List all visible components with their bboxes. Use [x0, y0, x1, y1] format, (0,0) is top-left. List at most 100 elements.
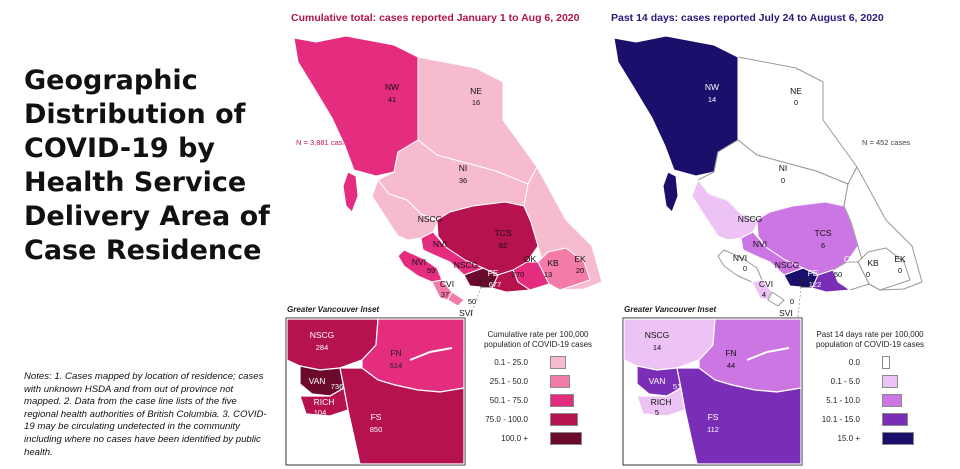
region-code: EK	[574, 254, 586, 264]
recent-region-labels: NW 14 NE 0 NI 0 NSCG TCS 6 NVI NVI 0 NSC…	[705, 82, 906, 318]
region-count: 4	[762, 290, 766, 299]
title-line: Delivery Area of	[24, 201, 270, 232]
notes-text: Notes: 1. Cases mapped by location of re…	[24, 371, 267, 458]
legend-label: 0.1 - 5.0	[830, 377, 860, 386]
inset-code: RICH	[651, 397, 672, 407]
region-coastal-rest	[420, 231, 484, 276]
region-count: 82	[499, 241, 507, 250]
inset-fs	[676, 367, 802, 465]
legend-label: 25.1 - 50.0	[489, 377, 528, 386]
cumulative-legend: Cumulative rate per 100,000 population o…	[478, 330, 598, 450]
legend-swatch	[550, 413, 578, 426]
cumulative-inset-leader	[469, 286, 482, 318]
legend-label: 0.1 - 25.0	[494, 358, 528, 367]
cumulative-case-count: N = 3,881 cases	[296, 138, 351, 147]
inset-water	[624, 384, 697, 464]
region-count: 6	[821, 241, 825, 250]
region-code: NVI	[433, 239, 447, 249]
region-code: TCS	[815, 228, 832, 238]
recent-legend: Past 14 days rate per 100,000 population…	[810, 330, 930, 450]
inset-count: 104	[314, 408, 327, 417]
region-code: KB	[547, 258, 559, 268]
region-count: 0	[790, 297, 794, 306]
inset-count: 5	[655, 408, 659, 417]
region-count: 677	[489, 280, 502, 289]
region-code: CVI	[440, 279, 454, 289]
legend-swatch	[550, 432, 582, 445]
inset-code: NSCG	[645, 330, 670, 340]
recent-map-title: Past 14 days: cases reported July 24 to …	[611, 12, 884, 24]
legend-label: 100.0 +	[501, 434, 528, 443]
region-code: NSCG	[775, 260, 800, 270]
region-count: 0	[794, 98, 798, 107]
region-code: NW	[385, 82, 399, 92]
legend-item: 10.1 - 15.0	[810, 412, 930, 431]
title-line: Health Service	[24, 167, 247, 198]
region-haida-gwaii	[662, 171, 679, 213]
legend-swatch	[882, 413, 908, 426]
region-haida-gwaii	[342, 171, 359, 213]
region-code: NI	[459, 163, 468, 173]
legend-swatch	[882, 356, 890, 369]
region-count: 122	[809, 280, 822, 289]
legend-item: 0.0	[810, 355, 930, 374]
inset-count: 850	[370, 425, 383, 434]
recent-inset-labels: NSCG 14 FN 44 VAN 51 RICH 5 FS 112	[645, 330, 737, 434]
region-code: NVI	[753, 239, 767, 249]
region-count: 59	[427, 266, 435, 275]
legend-item: 0.1 - 25.0	[478, 355, 598, 374]
region-code: NSCG	[454, 260, 479, 270]
inset-count: 14	[653, 343, 661, 352]
region-count: 20	[576, 266, 584, 275]
inset-code: FN	[725, 348, 736, 358]
legend-item: 15.0 +	[810, 431, 930, 450]
region-code: OK	[524, 254, 537, 264]
legend-label: 5.1 - 10.0	[826, 396, 860, 405]
region-code: KB	[867, 258, 879, 268]
legend-title: Cumulative rate per 100,000 population o…	[483, 330, 593, 349]
inset-fs	[339, 367, 465, 465]
inset-code: FS	[708, 412, 719, 422]
region-coastal-rest	[740, 231, 804, 276]
region-count: 0	[866, 270, 870, 279]
title-line: Geographic	[24, 65, 198, 96]
cumulative-inset-labels: NSCG 284 FN 514 VAN 736 RICH 104 FS 850	[309, 330, 403, 434]
cumulative-inset-caption: Greater Vancouver Inset	[287, 305, 380, 314]
region-code: OK	[844, 254, 857, 264]
region-code: NE	[790, 86, 802, 96]
region-count: 14	[708, 95, 716, 104]
cumulative-bc-map	[293, 35, 603, 307]
region-code: NW	[705, 82, 719, 92]
region-code: SVI	[459, 308, 473, 318]
legend-swatch	[550, 375, 570, 388]
inset-code: FN	[390, 348, 401, 358]
region-code: NVI	[412, 257, 426, 267]
inset-code: VAN	[649, 376, 666, 386]
inset-code: NSCG	[310, 330, 335, 340]
recent-inset-leader	[797, 286, 802, 318]
inset-count: 44	[727, 361, 735, 370]
region-code: TCS	[495, 228, 512, 238]
legend-swatch	[882, 394, 902, 407]
legend-item: 5.1 - 10.0	[810, 393, 930, 412]
title-line: Case Residence	[24, 235, 262, 266]
inset-count: 112	[707, 425, 719, 434]
region-count: 16	[472, 98, 480, 107]
region-code: NSCG	[418, 214, 443, 224]
recent-vancouver-inset	[622, 317, 803, 466]
inset-count: 514	[390, 361, 403, 370]
region-code: EK	[894, 254, 906, 264]
inset-code: RICH	[314, 397, 335, 407]
region-code: NE	[470, 86, 482, 96]
legend-label: 75.0 - 100.0	[485, 415, 528, 424]
inset-code: VAN	[309, 376, 326, 386]
region-count: 0	[743, 264, 747, 273]
cumulative-inset-locator	[480, 279, 491, 288]
legend-swatch	[882, 432, 914, 445]
inset-count: 284	[316, 343, 329, 352]
region-count: 37	[441, 290, 449, 299]
legend-item: 0.1 - 5.0	[810, 374, 930, 393]
recent-inset-caption: Greater Vancouver Inset	[624, 305, 717, 314]
legend-label: 15.0 +	[837, 434, 860, 443]
recent-case-count: N = 452 cases	[862, 138, 911, 147]
